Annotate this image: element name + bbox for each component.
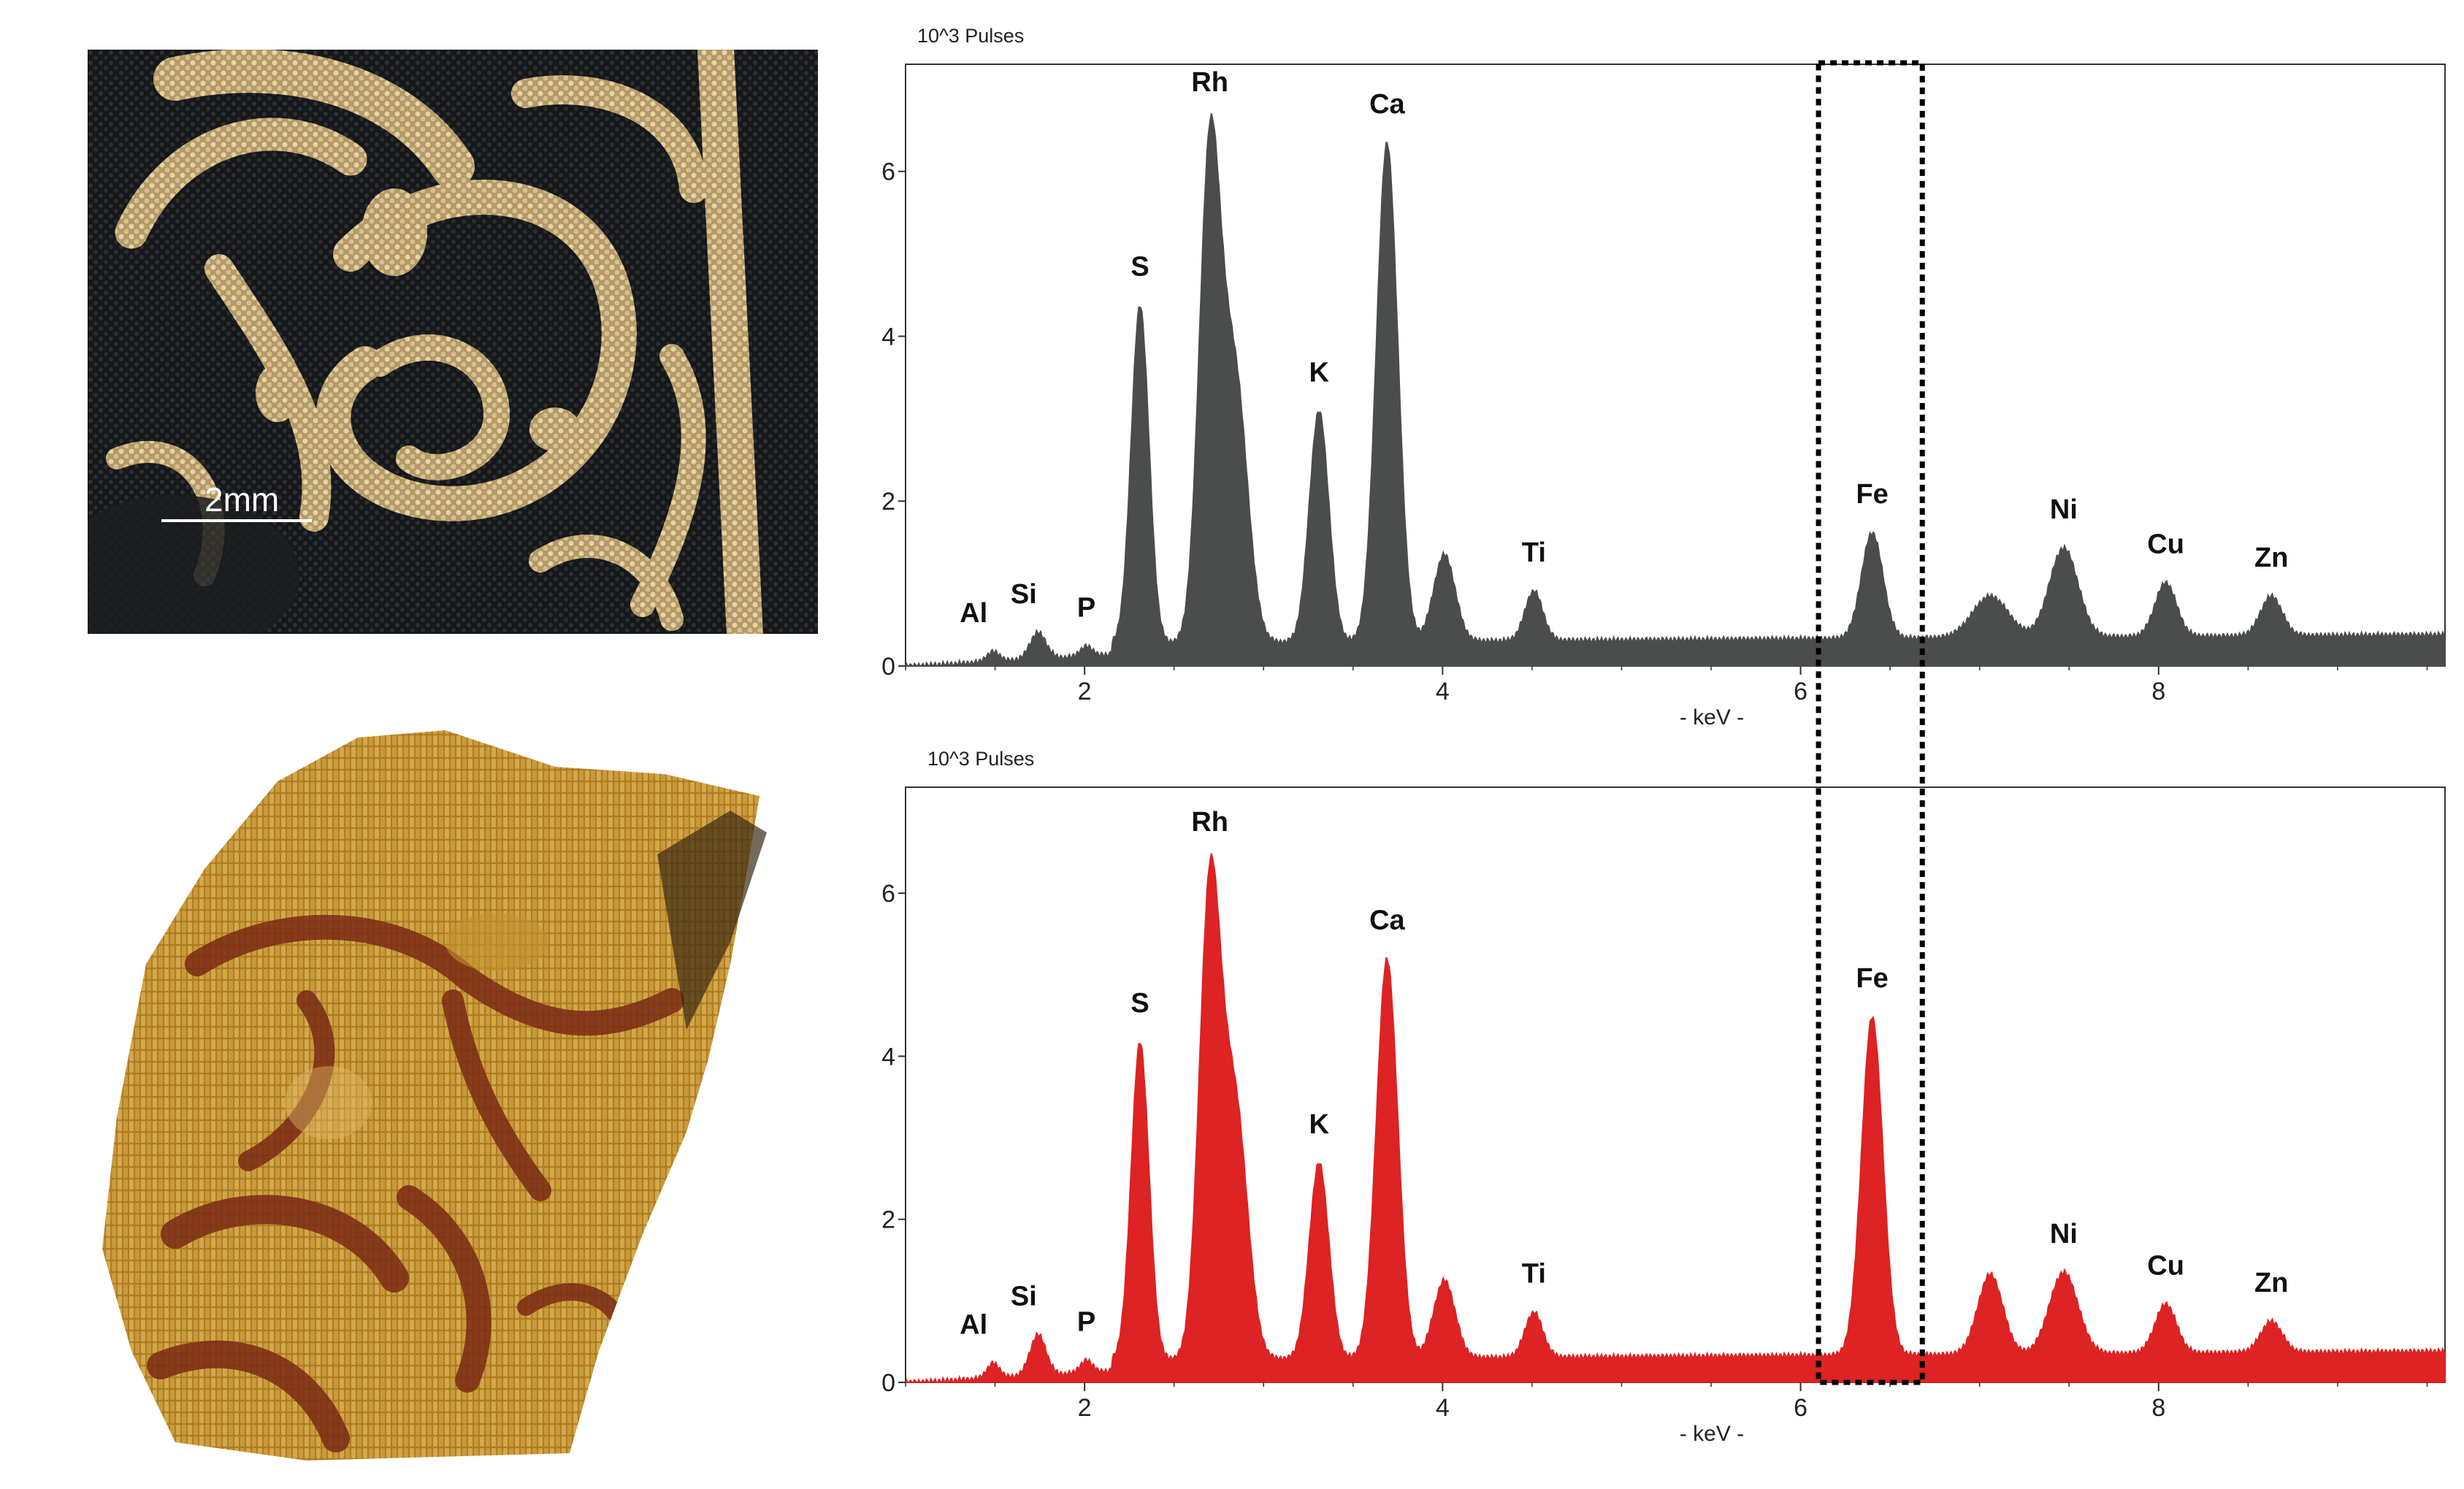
peak-label-ti: Ti <box>1522 1259 1546 1290</box>
textile-photo-fragment <box>88 723 825 1468</box>
peak-label-ca: Ca <box>1369 89 1405 120</box>
y-tick-label: 0 <box>881 1369 895 1397</box>
peak-label-s: S <box>1130 251 1149 282</box>
peak-label-rh: Rh <box>1191 67 1228 98</box>
peak-label-si: Si <box>1011 1281 1037 1312</box>
y-tick-label: 4 <box>881 323 895 351</box>
peak-label-p: P <box>1077 593 1095 624</box>
peak-label-cu: Cu <box>2147 529 2184 560</box>
spectrum-series-top <box>905 112 2446 667</box>
y-unit-label: 10^3 Pulses <box>917 25 1024 47</box>
peak-label-s: S <box>1130 988 1149 1019</box>
x-tick-label: 8 <box>2151 678 2165 705</box>
y-tick-label: 6 <box>881 158 895 186</box>
x-tick-label: 8 <box>2151 1394 2165 1422</box>
x-axis-label: - keV - <box>1680 1422 1744 1446</box>
y-tick-label: 4 <box>881 1043 895 1071</box>
y-tick-label: 2 <box>881 488 895 516</box>
x-tick-label: 2 <box>1078 678 1092 705</box>
y-tick-label: 2 <box>881 1206 895 1234</box>
peak-label-si: Si <box>1011 579 1037 610</box>
spectrum-chart-bottom: 0 2 4 6 2 4 6 8 10^3 Pulses - keV - Al Si P S Rh K Ca Ti F… <box>881 748 2446 1446</box>
peak-label-zn: Zn <box>2254 1268 2288 1298</box>
y-tick-label: 6 <box>881 880 895 908</box>
x-tick-label: 4 <box>1436 678 1450 705</box>
peak-label-zn: Zn <box>2254 543 2288 573</box>
peak-label-fe: Fe <box>1856 479 1888 510</box>
spectrum-chart-top: 0 2 4 6 2 4 6 8 10^3 Pulses - keV - Al Si P S Rh K Ca Ti F… <box>881 25 2446 730</box>
y-unit-label: 10^3 Pulses <box>927 748 1034 770</box>
peak-label-fe: Fe <box>1856 963 1888 994</box>
peak-label-ni: Ni <box>2050 1219 2078 1249</box>
x-tick-label: 6 <box>1794 678 1807 705</box>
peak-label-k: K <box>1309 358 1329 388</box>
x-axis-label: - keV - <box>1680 705 1744 730</box>
peak-label-rh: Rh <box>1191 807 1228 838</box>
x-tick-label: 2 <box>1078 1394 1092 1422</box>
peak-label-al: Al <box>960 1309 987 1340</box>
y-tick-label: 0 <box>881 653 895 681</box>
x-tick-label: 4 <box>1436 1394 1450 1422</box>
peak-label-ca: Ca <box>1369 905 1405 935</box>
peak-label-p: P <box>1077 1307 1095 1338</box>
peak-label-k: K <box>1309 1109 1329 1140</box>
peak-label-ni: Ni <box>2050 494 2078 525</box>
textile-photo-gold-pattern-image: 2mm <box>88 50 818 634</box>
spectrum-series-bottom <box>905 853 2446 1384</box>
peak-label-al: Al <box>960 598 987 629</box>
fe-highlight-box <box>1816 60 1925 1385</box>
peak-label-cu: Cu <box>2147 1251 2184 1282</box>
scale-bar-label: 2mm <box>204 481 279 518</box>
textile-photo-gold-pattern: 2mm <box>88 50 818 634</box>
textile-photo-fragment-image <box>102 730 767 1461</box>
x-tick-label: 6 <box>1794 1394 1807 1422</box>
peak-label-ti: Ti <box>1522 537 1546 568</box>
